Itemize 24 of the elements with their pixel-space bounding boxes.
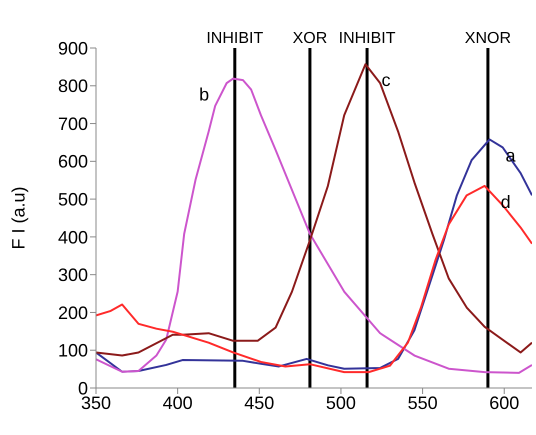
y-tick-label: 500 <box>58 190 88 210</box>
y-tick-label: 100 <box>58 340 88 361</box>
series-label: d <box>500 192 511 212</box>
x-tick-label: 400 <box>162 392 193 413</box>
y-tick-label: 800 <box>58 76 88 96</box>
y-tick-label: 900 <box>58 38 88 58</box>
y-tick-label: 300 <box>58 265 88 286</box>
y-axis-title: F I (a.u) <box>8 186 28 250</box>
y-tick-label: 600 <box>58 152 88 172</box>
y-tick-label: 400 <box>58 227 88 248</box>
series-label: c <box>381 70 390 90</box>
ref-line-label: XNOR <box>464 30 512 47</box>
ref-line-label: INHIBIT <box>206 30 264 47</box>
series-label: b <box>199 84 210 105</box>
y-tick-label: 200 <box>58 302 88 323</box>
y-tick-label: 700 <box>58 114 88 134</box>
ref-line-label: XOR <box>292 30 328 47</box>
x-tick-label: 450 <box>244 392 274 413</box>
line-series <box>96 138 532 373</box>
line-series <box>96 184 532 374</box>
x-tick-label: 600 <box>489 392 520 413</box>
x-tick-label: 500 <box>326 392 356 413</box>
ref-line-label: INHIBIT <box>338 30 396 47</box>
x-tick-label: 550 <box>408 392 438 413</box>
